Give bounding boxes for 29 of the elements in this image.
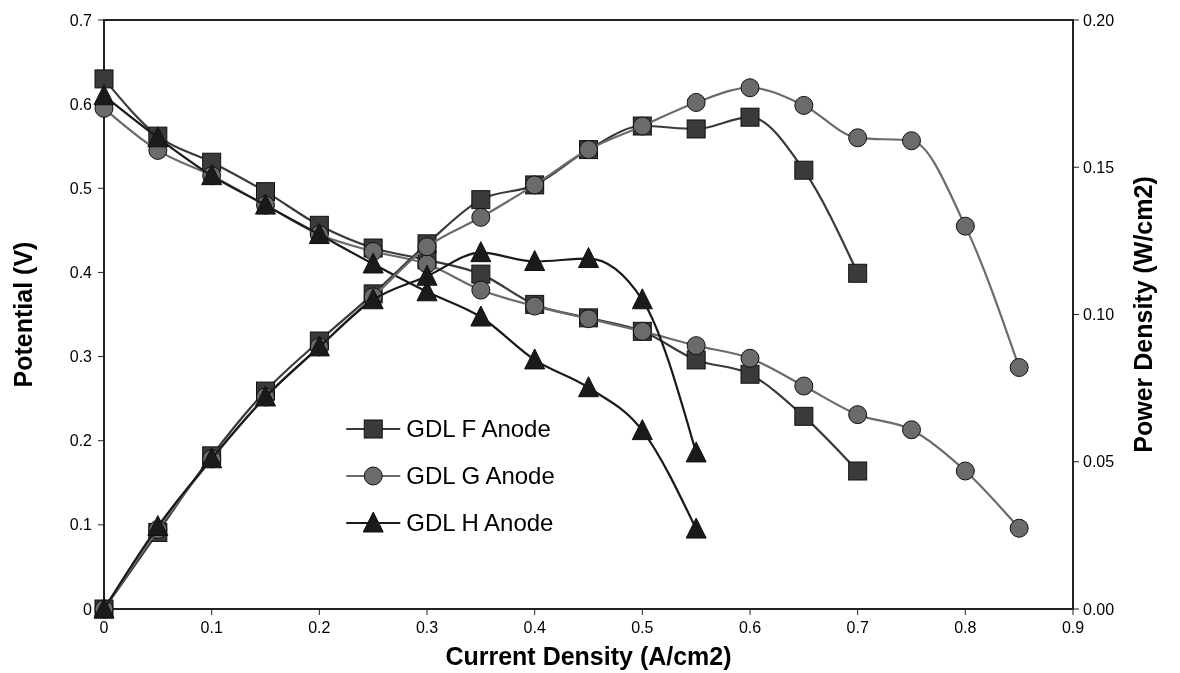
y2-axis-title: Power Density (W/cm2) bbox=[1129, 176, 1157, 453]
x-tick-label: 0.4 bbox=[523, 619, 546, 636]
y-tick-label: 0.6 bbox=[69, 95, 93, 113]
legend-label: GDL F Anode bbox=[406, 415, 551, 443]
x-axis-title: Current Density (A/cm2) bbox=[445, 642, 732, 670]
x-tick-label: 0.2 bbox=[308, 619, 331, 636]
y-tick-label: 0.4 bbox=[69, 264, 93, 282]
y-tick-label: 0 bbox=[83, 600, 93, 618]
y2-tick-label: 0.00 bbox=[1083, 600, 1115, 618]
x-tick-label: 0.7 bbox=[846, 619, 869, 636]
y2-tick-label: 0.15 bbox=[1083, 158, 1115, 176]
y2-tick-label: 0.05 bbox=[1083, 453, 1115, 471]
x-tick-label: 0.8 bbox=[954, 619, 977, 636]
y-tick-label: 0.3 bbox=[69, 348, 93, 366]
x-tick-label: 0.6 bbox=[738, 619, 762, 636]
y-tick-label: 0.1 bbox=[69, 516, 93, 534]
y-tick-label: 0.7 bbox=[69, 11, 93, 29]
y-axis-title: Potential (V) bbox=[9, 241, 37, 388]
y-tick-label: 0.2 bbox=[69, 432, 93, 450]
x-tick-label: 0.9 bbox=[1061, 619, 1085, 636]
x-tick-label: 0 bbox=[99, 619, 109, 636]
y2-tick-label: 0.20 bbox=[1083, 11, 1115, 29]
y-tick-label: 0.5 bbox=[69, 179, 93, 197]
y2-tick-label: 0.10 bbox=[1083, 306, 1115, 324]
x-tick-label: 0.5 bbox=[631, 619, 654, 636]
legend-label: GDL H Anode bbox=[406, 509, 554, 537]
legend-label: GDL G Anode bbox=[406, 462, 555, 490]
x-tick-label: 0.1 bbox=[200, 619, 223, 636]
x-tick-label: 0.3 bbox=[415, 619, 439, 636]
